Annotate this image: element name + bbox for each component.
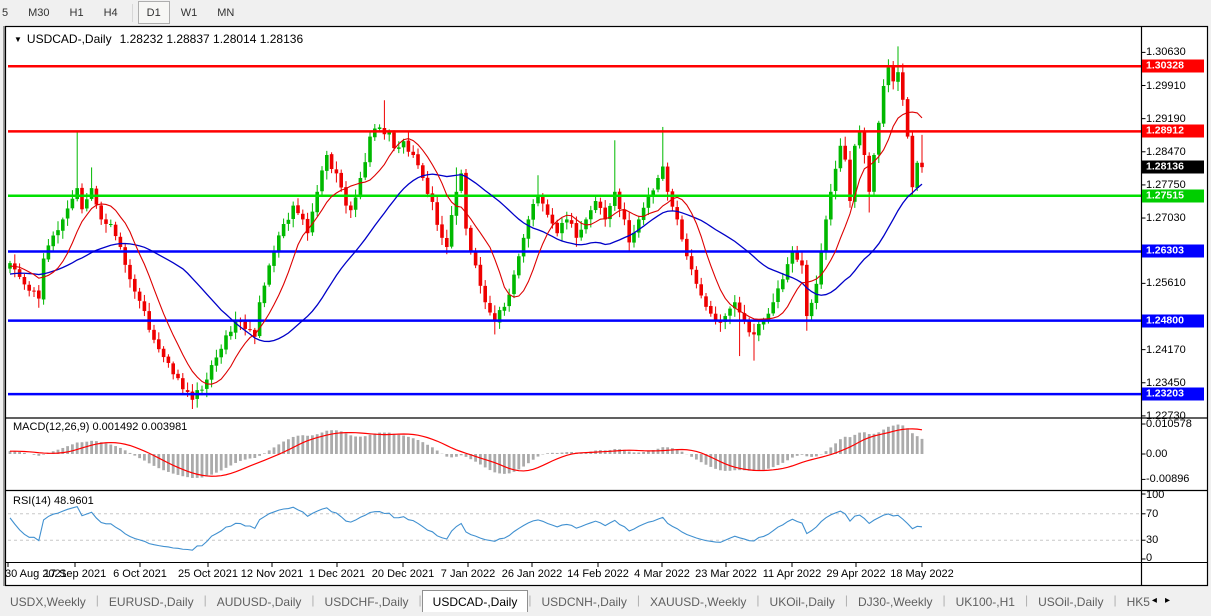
timeframe-button-5[interactable]: 5 — [2, 6, 9, 19]
price-badge-1.30328: 1.30328 — [1142, 59, 1204, 73]
macd-values: 0.001492 0.003981 — [92, 421, 188, 433]
price-badge-1.23203: 1.23203 — [1142, 387, 1204, 401]
price-badge-1.24800: 1.24800 — [1142, 314, 1204, 328]
chart-tab-hk5[interactable]: HK5 — [1126, 595, 1150, 609]
date-label: 6 Oct 2021 — [113, 568, 167, 580]
price-tick-label: 1.27030 — [1146, 212, 1186, 225]
price-tick-label: 1.29190 — [1146, 112, 1186, 125]
rsi-axis-label: 100 — [1146, 489, 1165, 501]
price-badge-1.27515: 1.27515 — [1142, 189, 1204, 203]
tab-separator: | — [1024, 593, 1029, 607]
price-badge-1.28912: 1.28912 — [1142, 124, 1204, 138]
timeframe-button-m30[interactable]: M30 — [28, 6, 50, 19]
date-label: 30 Aug 2021 — [5, 568, 67, 580]
price-tick-label: 1.23450 — [1146, 376, 1186, 389]
date-label: 23 Mar 2022 — [695, 568, 757, 580]
date-label: 7 Jan 2022 — [440, 568, 496, 580]
price-tick-label: 1.29910 — [1146, 79, 1186, 92]
macd-axis-label: 0.010578 — [1146, 418, 1192, 430]
toolbar-separator — [131, 3, 133, 22]
timeframe-button-h4[interactable]: H4 — [103, 6, 118, 19]
date-label: 11 Apr 2022 — [762, 568, 822, 580]
price-tick-label: 1.27750 — [1146, 178, 1186, 191]
macd-axis-label: -0.00896 — [1146, 473, 1190, 486]
price-tick-label: 1.22730 — [1146, 409, 1186, 422]
tab-separator: | — [203, 593, 207, 607]
tab-scroll-left-icon[interactable]: ◂ — [1151, 594, 1157, 606]
timeframe-toolbar: 5 M30 H1 H4 D1 W1 MN — [0, 0, 1211, 25]
chart-tab-eurusd-daily[interactable]: EURUSD-,Daily — [108, 595, 194, 609]
macd-name: MACD(12,26,9) — [13, 421, 90, 433]
date-label: 4 Mar 2022 — [634, 568, 690, 580]
chart-tab-bar: USDX,Weekly | EURUSD-,Daily | AUDUSD-,Daily |… — [0, 588, 1211, 612]
date-label: 1 Dec 2021 — [308, 568, 366, 580]
chart-tab-uk100-h1[interactable]: UK100-,H1 — [955, 595, 1015, 609]
window-left-edge — [3, 26, 5, 586]
rsi-axis-label: 70 — [1146, 507, 1159, 520]
tab-separator: | — [1113, 593, 1117, 607]
tab-separator: | — [636, 593, 640, 607]
price-badge-1.26303: 1.26303 — [1142, 244, 1204, 258]
tab-scroll-right-icon[interactable]: ▸ — [1164, 594, 1170, 606]
price-tick-label: 1.25610 — [1146, 277, 1186, 290]
chart-tab-usdcnh-daily[interactable]: USDCNH-,Daily — [541, 595, 627, 609]
rsi-axis-label: 0 — [1146, 552, 1153, 564]
tab-separator: | — [756, 593, 760, 607]
tab-separator: | — [418, 593, 422, 607]
chart-tab-usdcad-daily[interactable]: USDCAD-,Daily — [421, 590, 529, 612]
timeframe-button-mn[interactable]: MN — [217, 6, 235, 19]
date-label: 12 Nov 2021 — [240, 568, 304, 580]
chart-title: ▼ USDCAD-,Daily 1.28232 1.28837 1.28014 1.… — [14, 32, 303, 46]
date-label: 17 Sep 2021 — [43, 568, 107, 580]
timeframe-button-d1[interactable]: D1 — [137, 1, 170, 24]
tab-separator: | — [528, 593, 532, 607]
macd-axis-label: 0.00 — [1146, 448, 1168, 460]
tab-separator: | — [942, 593, 946, 607]
price-tick-label: 1.30630 — [1146, 46, 1186, 59]
date-label: 29 Apr 2022 — [826, 568, 886, 580]
rsi-value: 48.9601 — [53, 495, 94, 507]
chart-tab-usdx-weekly[interactable]: USDX,Weekly — [10, 595, 86, 609]
chart-tab-audusd-daily[interactable]: AUDUSD-,Daily — [216, 595, 302, 609]
macd-indicator-label: MACD(12,26,9) 0.001492 0.003981 — [13, 421, 187, 433]
date-label: 14 Feb 2022 — [567, 568, 629, 580]
chart-tab-dj30-weekly[interactable]: DJ30-,Weekly — [858, 595, 933, 609]
date-label: 25 Oct 2021 — [178, 568, 238, 580]
tab-separator: | — [311, 593, 315, 607]
chart-tab-usoil-daily[interactable]: USOil-,Daily — [1038, 595, 1104, 609]
chart-ohlc-values: 1.28232 1.28837 1.28014 1.28136 — [119, 32, 304, 46]
date-label: 18 May 2022 — [890, 568, 954, 580]
chart-tab-ukoil-daily[interactable]: UKOil-,Daily — [769, 595, 835, 609]
rsi-indicator-label: RSI(14) 48.9601 — [13, 495, 94, 507]
tab-separator: | — [844, 593, 849, 607]
status-strip — [0, 612, 1211, 616]
chevron-down-icon: ▼ — [14, 35, 22, 44]
tab-separator: | — [95, 593, 99, 607]
timeframe-button-h1[interactable]: H1 — [69, 6, 84, 19]
price-badge-1.28136: 1.28136 — [1142, 160, 1204, 174]
rsi-name: RSI(14) — [13, 495, 51, 507]
rsi-axis-label: 30 — [1146, 534, 1159, 547]
date-label: 26 Jan 2022 — [501, 568, 563, 580]
price-tick-label: 1.28470 — [1146, 145, 1186, 158]
chart-tab-usdchf-daily[interactable]: USDCHF-,Daily — [324, 595, 409, 609]
date-label: 20 Dec 2021 — [371, 568, 435, 580]
price-tick-label: 1.24170 — [1146, 343, 1186, 356]
chart-tab-xauusd-weekly[interactable]: XAUUSD-,Weekly — [649, 595, 747, 609]
timeframe-button-w1[interactable]: W1 — [180, 6, 198, 19]
tab-scroll-buttons: ◂ ▸ — [1152, 595, 1170, 606]
chart-symbol-label: USDCAD-,Daily — [26, 32, 112, 46]
